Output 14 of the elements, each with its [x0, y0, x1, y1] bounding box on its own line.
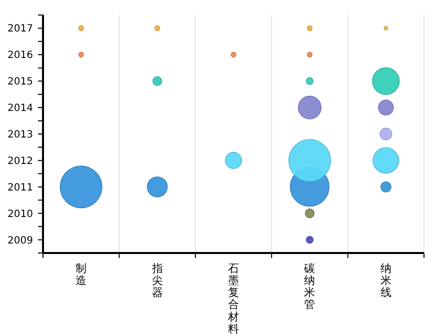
- y-tick-label: 2016: [8, 50, 33, 62]
- y-tick-label: 2017: [8, 24, 33, 35]
- x-tick-label: 纳米线: [380, 262, 392, 300]
- y-tick-label: 2014: [8, 103, 33, 114]
- y-tick-label: 2013: [8, 130, 33, 140]
- y-tick-label: 2009: [8, 235, 33, 246]
- y-tick-label: 2010: [8, 208, 33, 220]
- y-tick-label: 2012: [8, 156, 33, 167]
- y-tick-label: 2011: [8, 182, 33, 194]
- x-tick-label: 指尖器: [150, 262, 163, 300]
- y-tick-label: 2015: [8, 76, 33, 88]
- x-tick-label: 石墨复合材料: [227, 262, 239, 336]
- x-tick-label: 碳纳米管: [303, 262, 316, 312]
- x-tick-label: 制造: [76, 262, 87, 287]
